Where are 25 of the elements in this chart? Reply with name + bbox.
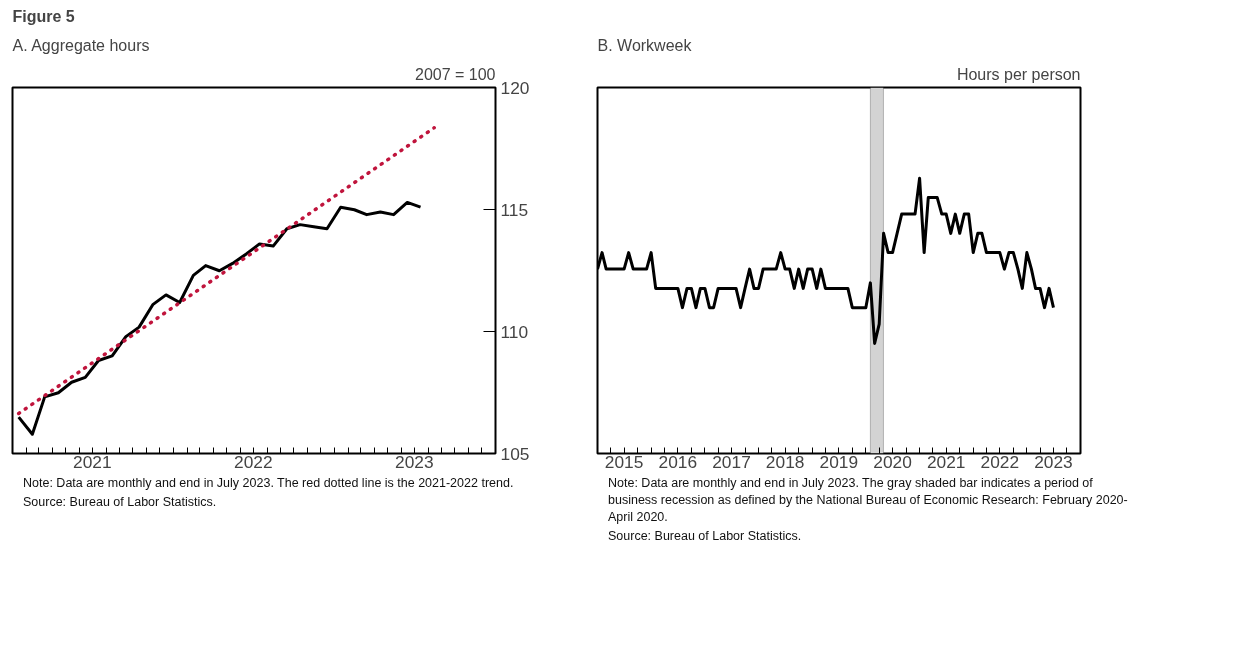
chart-title: Figure 5 xyxy=(12,7,75,25)
text: Note: Data are monthly and end in July 2023. The gray shaded bar indicates a period of business recession as defined by the National Bureau of Economic Research: February 2020-April 2020. xyxy=(608,475,1129,526)
y-tick-label: 120 xyxy=(500,77,530,98)
x-tick-label: 2021 xyxy=(926,451,966,472)
chart-title: B. Workweek xyxy=(597,36,693,54)
x-tick-label: 2015 xyxy=(604,451,644,472)
x-tick-label: 2018 xyxy=(765,451,805,472)
y-axis-title: Hours per person xyxy=(956,65,1081,83)
x-tick-label: 2022 xyxy=(234,451,273,472)
x-tick-label: 2016 xyxy=(658,451,698,472)
source-note: Source: Bureau of Labor Statistics. xyxy=(608,527,803,545)
y-tick-label: 105 xyxy=(500,443,530,464)
text: Note: Data are monthly and end in July 2023. The red dotted line is the 2021-2022 trend. xyxy=(23,475,514,492)
x-tick-label: 2022 xyxy=(980,451,1020,472)
x-tick-label: 2023 xyxy=(1034,451,1073,472)
x-tick-label: 2021 xyxy=(73,451,112,472)
x-tick-label: 2017 xyxy=(712,451,751,472)
x-tick-label: 2020 xyxy=(873,451,912,472)
source-note: Source: Bureau of Labor Statistics. xyxy=(23,493,218,511)
x-tick-label: 2019 xyxy=(819,451,859,472)
y-tick-label: 110 xyxy=(500,321,529,342)
y-tick-label: 115 xyxy=(500,199,529,220)
y-axis-title: 2007 = 100 xyxy=(414,65,496,83)
chart-subtitle: A. Aggregate hours xyxy=(12,36,150,54)
x-tick-label: 2023 xyxy=(395,451,434,472)
